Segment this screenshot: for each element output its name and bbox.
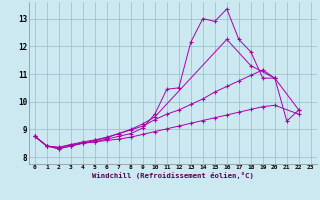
- X-axis label: Windchill (Refroidissement éolien,°C): Windchill (Refroidissement éolien,°C): [92, 172, 254, 179]
